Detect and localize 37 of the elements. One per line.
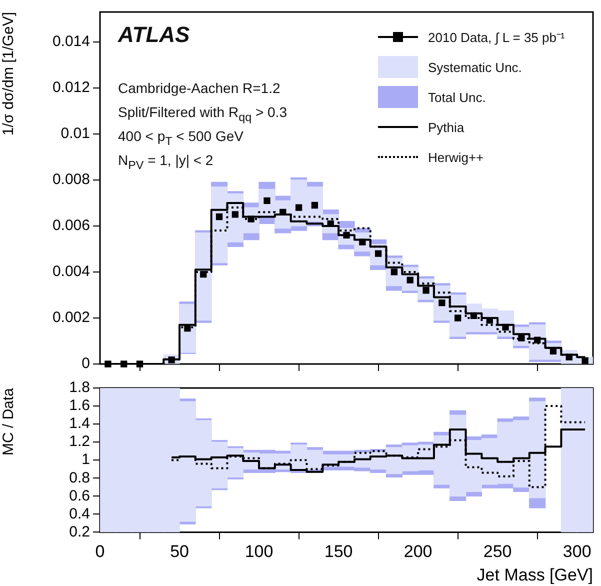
x-tick-label: 100 (244, 542, 274, 562)
y-tick-label: 1.8 (69, 379, 90, 396)
legend-label: Pythia (428, 120, 464, 134)
legend-label: 2010 Data, ∫ L = 35 pb⁻¹ (428, 29, 565, 46)
y-tick-label: 1.4 (69, 415, 90, 432)
annotation: 400 < p$_{T}$ < 500 GeV (118, 128, 244, 148)
legend-label: Systematic Unc. (428, 60, 522, 74)
y-tick-label: 0.4 (69, 505, 90, 522)
x-tick-label: 0 (95, 542, 105, 562)
x-tick-label: 150 (324, 542, 353, 562)
y-tick-label: 0 (82, 355, 90, 372)
x-tick-label: 250 (483, 542, 512, 562)
y-tick-label: 0.014 (52, 33, 90, 50)
y-tick-label: 0.8 (69, 469, 90, 486)
legend-label: Herwig++ (428, 150, 484, 164)
y-tick-label: 0.2 (69, 523, 90, 540)
x-tick-label: 50 (170, 542, 189, 562)
y-tick-label: 1.2 (69, 433, 90, 450)
annotation: Split/Filtered with R$_{qq}$ > 0.3 (118, 104, 287, 124)
y-tick-label: 0.002 (52, 309, 90, 326)
x-axis-title: Jet Mass [GeV] (476, 565, 593, 584)
legend-label: Total Unc. (428, 90, 486, 104)
y-tick-label: 0.012 (52, 79, 90, 96)
y-tick-label: 1 (82, 451, 90, 468)
y-tick-label: 0.6 (69, 487, 90, 504)
x-tick-label: 200 (404, 542, 432, 562)
x-tick-label: 300 (562, 542, 592, 562)
y-tick-label: 1.6 (69, 397, 90, 414)
annotation: Cambridge-Aachen R=1.2 (118, 80, 280, 96)
y-tick-label: 0.004 (52, 263, 90, 280)
annotation: ATLAS (118, 22, 190, 48)
y-tick-label: 0.01 (60, 125, 90, 142)
y-axis-title: 1/σ dσ/dm [1/GeV] (0, 12, 18, 136)
y-tick-label: 0.008 (52, 171, 90, 188)
y-axis-title: MC / Data (0, 387, 18, 456)
y-tick-label: 0.006 (52, 217, 90, 234)
annotation: N$_{PV}$ = 1, |y| < 2 (118, 152, 214, 172)
